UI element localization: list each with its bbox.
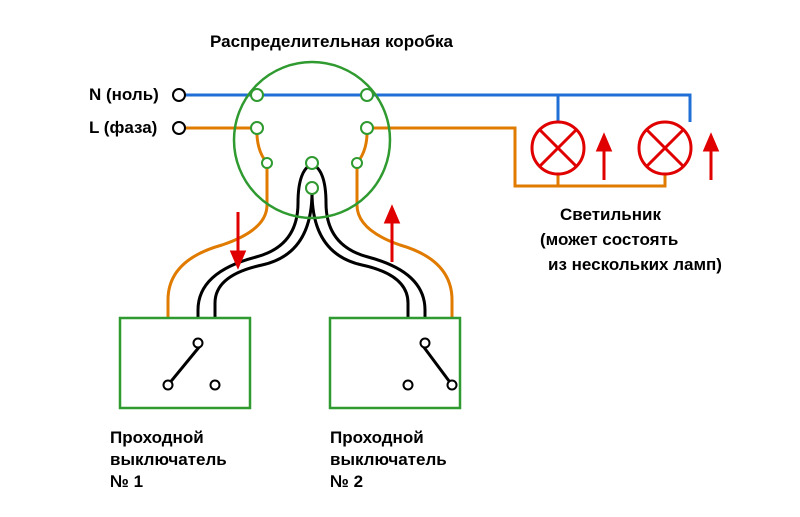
- label-line: L (фаза): [89, 118, 157, 138]
- arrow-lamp-1: [598, 136, 610, 180]
- label-junction-box: Распределительная коробка: [210, 32, 453, 52]
- terminal-L-out: [361, 122, 373, 134]
- terminal-L-in: [251, 122, 263, 134]
- label-sw1-l3: № 1: [110, 472, 143, 492]
- label-lamp-title: Светильник: [560, 205, 661, 225]
- lamp-2: [639, 122, 691, 174]
- terminal-mid-b: [306, 182, 318, 194]
- terminal-L-input: [173, 122, 185, 134]
- switch-1: [120, 318, 250, 408]
- terminal-mid-a: [306, 157, 318, 169]
- switch-2: [330, 318, 460, 408]
- label-sw1-l2: выключатель: [110, 450, 227, 470]
- terminal-N-in: [251, 89, 263, 101]
- terminal-sw1-line: [262, 158, 272, 168]
- terminal-N-out: [361, 89, 373, 101]
- label-neutral: N (ноль): [89, 85, 159, 105]
- label-lamp-note1: (может состоять: [540, 230, 678, 250]
- terminal-N-input: [173, 89, 185, 101]
- wire-line-to-lamps: [367, 128, 665, 186]
- label-sw2-l1: Проходной: [330, 428, 424, 448]
- label-sw1-l1: Проходной: [110, 428, 204, 448]
- lamp-1: [532, 122, 584, 174]
- label-lamp-note2: из нескольких ламп): [548, 255, 722, 275]
- arrow-lamp-2: [705, 136, 717, 180]
- terminal-sw2-line: [352, 158, 362, 168]
- label-sw2-l3: № 2: [330, 472, 363, 492]
- label-sw2-l2: выключатель: [330, 450, 447, 470]
- arrow-up-right: [386, 208, 398, 262]
